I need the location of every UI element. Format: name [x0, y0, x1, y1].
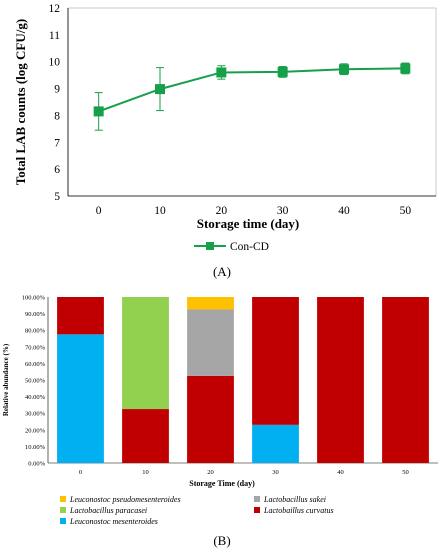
x-tick-labels-a: 0 10 20 30 40 50: [96, 205, 412, 217]
y-tick-label-b: 90.00%: [25, 311, 46, 318]
bar-segment: [382, 297, 429, 463]
panel-b-stacked-bar-chart: 0.00% 10.00% 20.00% 30.00% 40.00% 50.00% 60.00…: [2, 295, 438, 548]
y-tick-label-b: 70.00%: [25, 344, 46, 351]
bar-segment: [122, 409, 169, 463]
legend-b-label: Lactobacillus paracasei: [69, 506, 147, 515]
y-tick-label-a: 5: [54, 191, 60, 203]
legend-b-label: Lactobaillus curvatus: [263, 506, 334, 515]
bar-segment: [122, 297, 169, 410]
bar-segment: [57, 334, 104, 463]
x-tick-label-b: 20: [207, 469, 214, 476]
panel-a-line-chart: 5 6 7 8 9 10 11 12 0 10 20 30 40 50 Storage time (da…: [13, 3, 437, 279]
legend-b: Leuconostoc pseudomesenteroides Lactobaci…: [60, 495, 334, 526]
bar-segment: [252, 424, 299, 463]
bar-segment: [57, 297, 104, 335]
y-tick-label-b: 100.00%: [22, 295, 46, 302]
x-tick-labels-b: 0 10 20 30 40 50: [79, 469, 409, 476]
x-tick-label-a: 0: [96, 205, 102, 217]
legend-b-swatch: [60, 518, 66, 524]
series-con-cd: [93, 62, 411, 131]
y-tick-labels-b: 0.00% 10.00% 20.00% 30.00% 40.00% 50.00% 60.00…: [22, 295, 46, 468]
legend-b-swatch: [254, 496, 260, 502]
y-axis-title-a: Total LAB counts (log CFU/g): [13, 19, 28, 185]
x-tick-label-a: 40: [338, 205, 350, 217]
bar-segment: [317, 297, 364, 463]
x-axis-title-a: Storage time (day): [197, 216, 300, 231]
legend-b-label: Leuconostoc mesenteroides: [69, 517, 158, 526]
y-tick-label-a: 11: [49, 30, 60, 42]
y-tick-label-b: 10.00%: [25, 444, 46, 451]
data-point: [339, 64, 349, 75]
y-tick-labels-a: 5 6 7 8 9 10 11 12: [49, 3, 61, 203]
y-tick-label-a: 7: [54, 137, 60, 149]
x-tick-label-b: 0: [79, 469, 82, 476]
y-tick-label-a: 8: [54, 110, 60, 122]
data-point: [216, 67, 227, 78]
y-tick-label-b: 50.00%: [25, 378, 46, 385]
series-line: [98, 67, 406, 113]
bar-segment: [187, 309, 234, 376]
y-tick-label-a: 9: [54, 84, 60, 96]
x-tick-label-a: 10: [154, 205, 166, 217]
data-point: [277, 66, 288, 77]
bar-segment: [252, 297, 299, 425]
x-tick-label-a: 30: [277, 205, 289, 217]
y-tick-label-b: 20.00%: [25, 427, 46, 434]
y-tick-label-b: 80.00%: [25, 328, 46, 335]
legend-a: Con-CD: [194, 241, 269, 253]
y-tick-label-b: 60.00%: [25, 361, 46, 368]
x-axis-title-b: Storage Time (day): [189, 479, 255, 488]
x-tick-label-a: 20: [216, 205, 228, 217]
y-axis-title-b: Relative abundance (%): [2, 343, 10, 416]
y-tick-label-a: 10: [49, 57, 61, 69]
data-point: [155, 84, 165, 95]
x-tick-label-b: 30: [272, 469, 279, 476]
panel-a-label: (A): [213, 264, 231, 279]
y-tick-label-b: 30.00%: [25, 411, 46, 418]
x-tick-label-a: 50: [400, 205, 412, 217]
data-point: [400, 63, 411, 74]
y-tick-label-a: 6: [54, 164, 60, 176]
legend-a-marker: [206, 242, 214, 250]
legend-b-label: Leuconostoc pseudomesenteroides: [69, 495, 181, 504]
bar-segment: [187, 375, 234, 463]
x-tick-label-b: 50: [402, 469, 409, 476]
y-tick-label-a: 12: [49, 3, 61, 15]
x-tick-label-b: 10: [142, 469, 149, 476]
stacked-bars: [57, 297, 429, 463]
y-tick-label-b: 0.00%: [28, 461, 45, 468]
legend-b-label: Lactobacillus sakei: [263, 495, 326, 504]
legend-b-swatch: [60, 507, 66, 513]
plot-a-frame: [67, 7, 437, 197]
legend-b-swatch: [60, 496, 66, 502]
legend-b-swatch: [254, 507, 260, 513]
bar-segment: [187, 297, 234, 310]
x-tick-label-b: 40: [337, 469, 344, 476]
y-tick-label-b: 40.00%: [25, 394, 46, 401]
legend-a-label: Con-CD: [230, 241, 269, 253]
data-point: [93, 106, 104, 117]
panel-b-label: (B): [213, 533, 230, 548]
